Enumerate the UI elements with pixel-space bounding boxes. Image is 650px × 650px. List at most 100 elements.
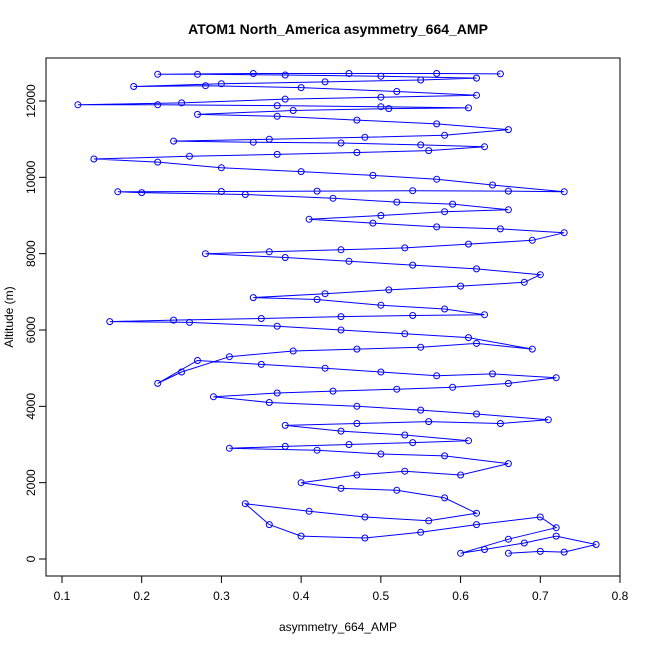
data-point	[178, 99, 186, 107]
data-point	[337, 326, 345, 334]
data-point	[329, 194, 337, 202]
data-point	[520, 539, 528, 547]
y-tick-label: 2000	[24, 469, 38, 496]
data-point	[154, 158, 162, 166]
data-point	[496, 420, 504, 427]
data-point	[186, 318, 193, 326]
data-point	[281, 71, 289, 79]
x-tick-label: 0.7	[532, 589, 549, 603]
data-point	[465, 437, 472, 445]
data-point	[441, 208, 449, 216]
data-point	[337, 246, 345, 254]
data-point	[401, 330, 409, 338]
x-axis-label: asymmetry_664_AMP	[279, 620, 397, 634]
chart-title: ATOM1 North_America asymmetry_664_AMP	[188, 21, 488, 37]
data-point	[297, 168, 305, 176]
data-point	[90, 155, 98, 163]
data-point	[217, 188, 225, 195]
data-point	[194, 110, 201, 118]
x-tick-label: 0.5	[373, 589, 390, 603]
data-point	[552, 524, 560, 532]
data-point	[241, 191, 249, 198]
data-point	[377, 103, 385, 111]
data-point	[520, 278, 528, 286]
y-tick-label: 4000	[24, 393, 38, 420]
data-point	[489, 181, 496, 189]
data-point	[337, 139, 345, 147]
data-point	[552, 532, 560, 540]
data-point	[465, 104, 472, 112]
x-tick-label: 0.8	[612, 589, 629, 603]
data-point	[217, 80, 225, 88]
data-point	[560, 229, 568, 237]
data-point	[473, 509, 480, 517]
data-point	[281, 442, 289, 450]
data-point	[560, 188, 568, 196]
data-point	[473, 265, 480, 273]
data-point	[504, 460, 512, 468]
data-point	[481, 546, 488, 553]
data-point	[504, 535, 512, 543]
data-point	[425, 147, 433, 155]
data-point	[473, 521, 480, 529]
data-point	[433, 372, 441, 380]
data-point	[170, 137, 178, 145]
data-point	[114, 188, 122, 196]
x-tick-label: 0.6	[452, 589, 469, 603]
data-point	[353, 345, 361, 353]
data-point	[465, 334, 472, 342]
data-point	[353, 402, 361, 410]
data-point	[417, 76, 425, 84]
data-point	[353, 420, 361, 427]
data-point	[481, 143, 488, 151]
data-point	[281, 421, 289, 429]
data-point	[194, 357, 201, 364]
data-point	[345, 257, 353, 265]
y-tick-label: 10000	[24, 160, 38, 194]
data-point	[473, 410, 480, 418]
data-point	[449, 200, 457, 208]
data-point	[401, 431, 409, 439]
data-point	[210, 393, 217, 401]
data-point	[313, 296, 321, 303]
data-point	[473, 339, 480, 347]
series-line	[77, 73, 597, 554]
data-point	[217, 164, 225, 172]
data-point	[457, 549, 465, 557]
data-point	[473, 74, 480, 82]
data-point	[393, 385, 401, 393]
data-point	[202, 250, 209, 258]
data-point	[433, 120, 441, 128]
data-point	[74, 101, 82, 109]
series-layer	[74, 70, 600, 557]
data-point	[401, 467, 409, 475]
data-point	[409, 187, 417, 195]
data-point	[353, 471, 361, 479]
data-point	[106, 318, 114, 326]
data-point	[433, 70, 441, 77]
data-point	[528, 236, 536, 244]
y-axis-label: Altitude (m)	[2, 286, 16, 347]
data-point	[441, 305, 449, 313]
data-point	[377, 212, 385, 219]
data-point	[528, 345, 536, 353]
data-point	[377, 301, 385, 309]
data-point	[178, 368, 186, 376]
data-point	[592, 541, 600, 548]
data-point	[441, 494, 449, 502]
data-point	[170, 316, 178, 324]
data-point	[138, 189, 146, 197]
data-point	[409, 439, 417, 447]
data-point	[377, 368, 385, 376]
data-point	[369, 219, 377, 227]
data-point	[225, 353, 233, 361]
data-point	[353, 116, 361, 124]
data-point	[361, 133, 369, 141]
data-point	[377, 72, 385, 80]
data-point	[186, 152, 193, 160]
data-point	[241, 500, 249, 508]
data-point	[457, 471, 465, 479]
data-point	[393, 88, 401, 95]
data-point	[273, 102, 281, 110]
data-point	[409, 312, 417, 319]
